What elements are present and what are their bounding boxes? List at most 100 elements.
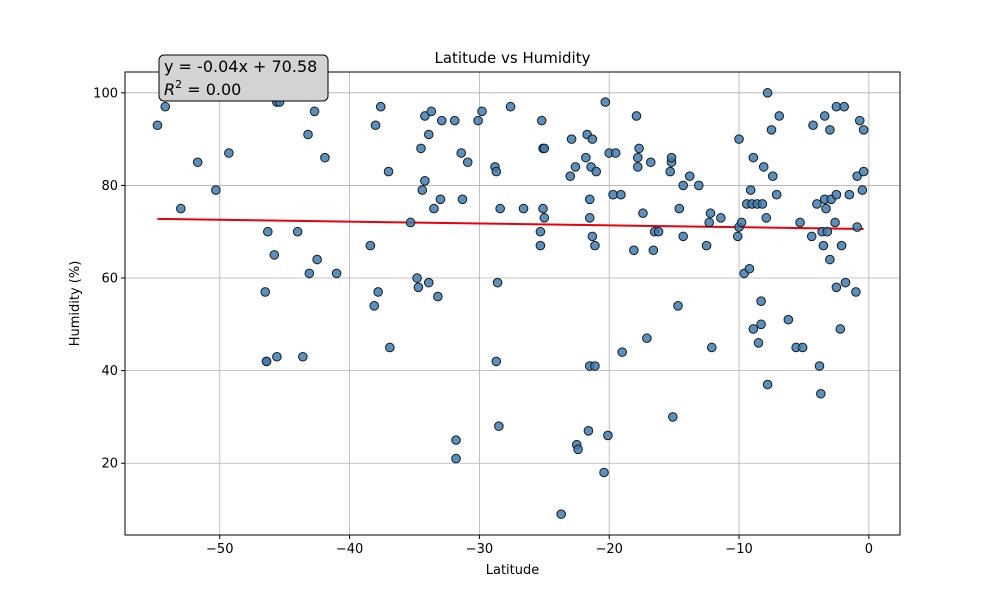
scatter-point [261,356,272,367]
scatter-point [473,115,483,126]
scatter-point [538,203,548,214]
x-tick-label: −30 [466,542,493,557]
r-squared-label: R2 = 0.00 [164,78,241,99]
scatter-point [556,509,566,519]
scatter-point [591,166,602,177]
scatter-point [836,240,847,251]
scatter-point [851,287,861,297]
scatter-point [565,171,576,181]
x-tick-label: −10 [725,542,752,557]
r-squared-symbol: R [164,80,175,99]
scatter-point [566,134,577,144]
y-tick-label: 80 [101,179,118,194]
scatter-point [535,240,546,251]
scatter-point [835,324,846,334]
scatter-point [365,240,376,251]
scatter-point [587,231,598,242]
scatter-point [331,268,342,279]
scatter-point [385,342,395,353]
scatter-point [668,412,678,422]
scatter-point [262,226,273,237]
x-axis-title: Latitude [486,563,540,578]
scatter-point [678,231,689,242]
scatter-point [405,217,416,228]
scatter-point [816,388,826,399]
scatter-point [830,217,840,228]
scatter-point [457,194,468,205]
scatter-point [822,226,833,237]
scatter-point [857,185,868,195]
scatter-point [632,162,643,172]
scatter-point [518,203,529,214]
scatter-point [762,88,773,98]
scatter-point [808,120,818,131]
scatter-point [412,273,422,283]
scatter-point [638,208,648,219]
scatter-point [298,351,308,362]
scatter-point [600,97,611,107]
scatter-point [797,342,808,353]
scatter-point [831,189,842,200]
scatter-point [176,203,186,214]
scatter-point [584,213,595,223]
scatter-point [705,208,716,219]
scatter-point [748,324,759,334]
scatter-point [716,213,726,223]
scatter-point [436,115,447,126]
scatter-point [678,180,689,191]
scatter-point [603,430,613,441]
scatter-point [854,115,865,126]
scatter-point [590,361,600,371]
scatter-point [587,134,598,144]
scatter-point [435,194,446,205]
scatter-point [771,189,782,200]
scatter-point [369,301,380,311]
regression-equation: y = -0.04x + 70.58 [164,57,317,76]
regression-line [157,217,864,230]
scatter-point [272,351,282,362]
scatter-point [762,379,773,390]
scatter-point [616,189,626,200]
scatter-point [753,338,764,348]
scatter-point [417,185,428,195]
scatter-point [653,226,664,237]
scatter-point [413,282,424,293]
scatter-point [536,115,547,126]
scatter-point [370,120,381,131]
scatter-point [451,453,461,464]
scatter-point [666,152,677,163]
y-tick-label: 100 [93,86,118,101]
scatter-point [734,134,744,144]
scatter-point [745,185,756,195]
scatter-point [304,268,315,279]
scatter-point [449,115,460,126]
scatter-point [152,120,163,131]
scatter-point [674,203,685,214]
scatter-point [732,231,743,242]
x-tick-label: 0 [865,542,873,557]
scatter-point [858,125,869,135]
scatter-point [821,203,831,214]
scatter-point [648,245,659,256]
scatter-point [433,291,443,302]
scatter-points-layer [152,88,869,519]
scatter-point [840,277,851,288]
scatter-point [539,143,550,154]
scatter-point [477,106,487,117]
annotation-box [158,54,329,102]
scatter-point [312,254,322,265]
scatter-point [373,287,383,297]
scatter-point [758,162,769,172]
scatter-point [269,250,280,260]
scatter-point [852,222,862,232]
scatter-point [491,166,502,177]
scatter-point [375,101,386,112]
chart-title: Latitude vs Humidity [435,49,591,67]
scatter-point [426,106,437,117]
regression-line-layer [157,217,864,230]
scatter-point [303,129,313,140]
scatter-point [744,263,755,274]
scatter-point [684,171,695,181]
scatter-point [610,148,621,158]
scatter-point [590,240,600,251]
